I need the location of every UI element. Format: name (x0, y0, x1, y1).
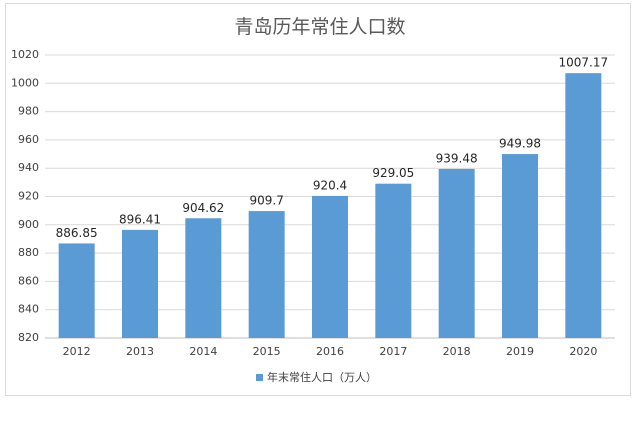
y-tick-label: 980 (18, 105, 39, 118)
value-label: 939.48 (436, 151, 478, 165)
bar (312, 195, 348, 338)
bar (248, 211, 285, 338)
x-tick-label: 2020 (569, 345, 597, 358)
legend-label: 年末常住人口（万人） (267, 370, 377, 384)
y-tick-label: 1000 (11, 76, 39, 89)
value-label: 909.7 (249, 194, 283, 208)
value-label: 886.85 (56, 226, 98, 240)
value-label: 896.41 (119, 212, 161, 226)
y-tick-label: 940 (18, 161, 39, 174)
x-tick-label: 2017 (379, 345, 407, 358)
value-label: 949.98 (499, 137, 541, 151)
y-tick-label: 840 (18, 303, 39, 316)
chart-title: 青岛历年常住人口数 (234, 16, 405, 38)
x-tick-label: 2014 (189, 345, 217, 358)
y-tick-label: 820 (18, 331, 39, 344)
bar (122, 229, 158, 338)
x-tick-label: 2016 (316, 345, 344, 358)
bar (58, 243, 95, 338)
value-label: 920.4 (313, 178, 347, 192)
x-tick-label: 2015 (253, 345, 281, 358)
x-tick-label: 2018 (443, 345, 471, 358)
value-label: 929.05 (372, 166, 414, 180)
legend-swatch (256, 374, 263, 381)
bar (185, 218, 222, 338)
y-tick-label: 900 (18, 218, 39, 231)
y-tick-label: 880 (18, 246, 39, 259)
y-tick-label: 860 (18, 274, 39, 287)
x-tick-label: 2019 (506, 345, 534, 358)
y-tick-label: 1020 (11, 48, 39, 61)
bar (565, 73, 602, 338)
x-tick-label: 2012 (63, 345, 91, 358)
y-tick-label: 960 (18, 133, 39, 146)
y-tick-label: 920 (18, 190, 39, 203)
value-label: 1007.17 (559, 56, 609, 70)
bar (502, 154, 538, 338)
x-tick-label: 2013 (126, 345, 154, 358)
bar (375, 183, 412, 338)
value-label: 904.62 (182, 201, 224, 215)
bar (438, 168, 475, 338)
